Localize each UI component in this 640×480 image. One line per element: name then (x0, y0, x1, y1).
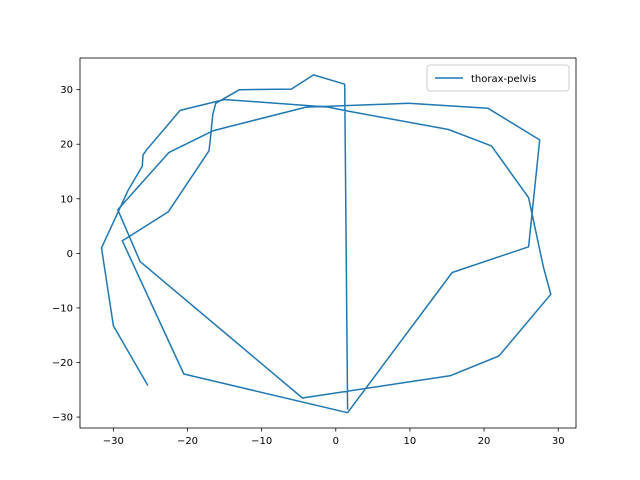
x-tick-label: −10 (251, 436, 272, 447)
legend-box (426, 64, 570, 92)
x-tick-label: −20 (177, 436, 198, 447)
y-tick-label: 20 (60, 140, 73, 151)
x-tick-label: 30 (552, 436, 565, 447)
axes-frame (79, 57, 577, 429)
lines-layer (100, 74, 552, 414)
legend: thorax-pelvis (426, 64, 570, 92)
legend-label: thorax-pelvis (471, 74, 536, 85)
y-tick-label: 0 (67, 249, 73, 260)
x-axis: −30 −20 −10 0 10 20 30 (103, 428, 565, 447)
y-tick-label: −10 (52, 303, 73, 314)
x-tick-label: 20 (478, 436, 491, 447)
y-tick-label: 10 (60, 194, 73, 205)
y-tick-label: −30 (52, 413, 73, 424)
x-tick-label: −30 (103, 436, 124, 447)
series-line-0 (100, 74, 552, 414)
x-tick-label: 10 (404, 436, 417, 447)
y-axis: −30 −20 −10 0 10 20 30 (52, 85, 80, 424)
x-tick-label: 0 (333, 436, 339, 447)
y-tick-label: 30 (60, 85, 73, 96)
y-tick-label: −20 (52, 358, 73, 369)
